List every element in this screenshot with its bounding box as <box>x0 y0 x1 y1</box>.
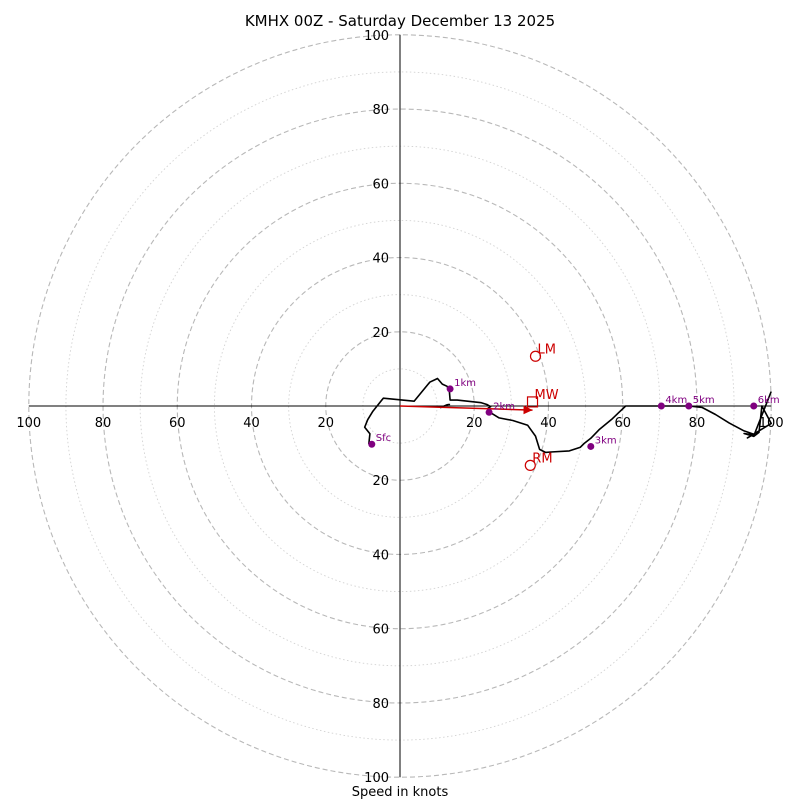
y-tick-label: 100 <box>364 771 389 786</box>
height-marker-1km <box>446 385 454 393</box>
x-tick-label: 100 <box>16 416 41 431</box>
y-tick-label: 20 <box>372 474 389 489</box>
height-marker-5km <box>685 402 693 410</box>
y-tick-label: 100 <box>364 29 389 44</box>
height-markers-group: Sfc 1km 2km 3km 4km 5km 6km <box>368 378 780 450</box>
storm-motion-rm-label: RM <box>532 451 552 466</box>
x-tick-label: 60 <box>614 416 631 431</box>
x-tick-label: 20 <box>466 416 483 431</box>
x-tick-label: 80 <box>95 416 112 431</box>
height-marker-sfc <box>368 440 376 448</box>
x-tick-label: 20 <box>317 416 334 431</box>
tick-labels: 100 100 80 80 60 60 40 40 20 20 20 20 40 40 60 60 80 80 10… <box>16 29 783 786</box>
height-label-sfc: Sfc <box>376 433 391 444</box>
chart-title: KMHX 00Z - Saturday December 13 2025 <box>245 12 555 30</box>
mean-wind-vector <box>399 405 533 415</box>
height-label-2km: 2km <box>493 401 515 412</box>
storm-motion-mw-marker <box>526 396 539 408</box>
y-tick-label: 80 <box>372 103 389 118</box>
x-axis-label: Speed in knots <box>352 785 449 800</box>
storm-motion-lm-marker <box>529 350 542 362</box>
y-tick-label: 40 <box>372 252 389 267</box>
height-label-3km: 3km <box>595 435 617 446</box>
hodograph-trace-group <box>363 377 773 454</box>
storm-motion-lm-label: LM <box>537 342 555 357</box>
x-tick-label: 40 <box>540 416 557 431</box>
y-tick-label: 80 <box>372 697 389 712</box>
storm-motion-group: LM RM MW <box>399 342 559 471</box>
x-tick-label: 60 <box>169 416 186 431</box>
hodograph-trace <box>363 377 773 454</box>
height-marker-2km <box>485 408 493 416</box>
height-marker-4km <box>657 402 665 410</box>
x-tick-label: 40 <box>243 416 260 431</box>
y-tick-label: 60 <box>372 177 389 192</box>
y-tick-label: 20 <box>372 326 389 341</box>
height-marker-3km <box>587 442 595 450</box>
x-tick-label: 80 <box>689 416 706 431</box>
height-label-6km: 6km <box>758 395 780 406</box>
y-tick-label: 40 <box>372 548 389 563</box>
storm-motion-mw-label: MW <box>535 388 559 403</box>
height-label-5km: 5km <box>693 395 715 406</box>
storm-motion-rm-marker <box>524 459 536 471</box>
height-label-1km: 1km <box>454 378 476 389</box>
height-marker-6km <box>750 402 758 410</box>
height-label-4km: 4km <box>665 395 687 406</box>
y-tick-label: 60 <box>372 623 389 638</box>
